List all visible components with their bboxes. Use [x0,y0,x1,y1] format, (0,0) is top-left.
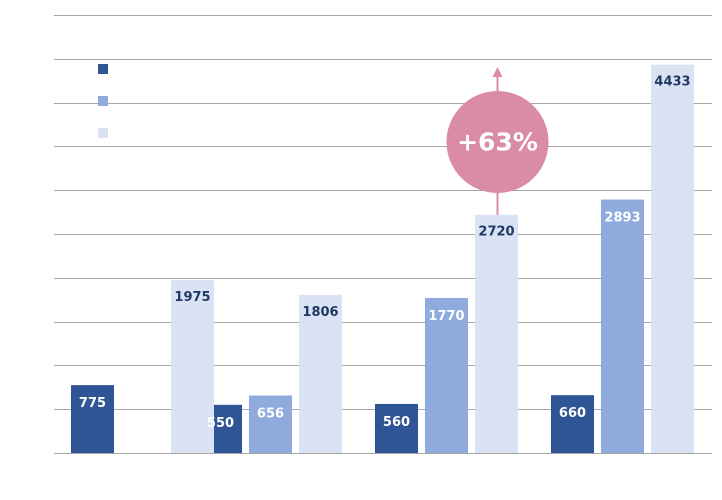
bar-value-label: 656 [257,407,284,422]
bar-series3-group1 [171,279,214,453]
bar-series3-group4 [651,64,694,454]
bar-value-label: 550 [207,416,234,431]
bar-series2-group3 [425,297,468,453]
bar-value-label: 660 [559,406,586,421]
bars [71,64,694,454]
bar-value-label: 1806 [302,305,338,320]
legend-swatch-series2 [98,96,108,106]
bar-series2-group2 [249,395,292,453]
callout-arrow-head [492,67,503,77]
bar-value-label: 4433 [654,75,690,90]
bar-value-label: 560 [383,415,410,430]
bar-series3-group2 [299,294,342,453]
bar-series3-group3 [475,214,518,453]
bar-labels: 775 550 560 660 656 1770 2893 1975 1806 2720 4433 [79,75,691,431]
bar-value-label: 775 [79,396,106,411]
bar-value-label: 1770 [428,309,464,324]
bar-value-label: 2893 [604,211,640,226]
bar-series1-group1 [71,385,114,453]
callout-circle [446,91,549,193]
legend-swatch-series3 [98,128,108,138]
callout-label: +63% [457,128,538,157]
bar-value-label: 2720 [478,225,514,240]
bar-series2-group4 [601,199,644,453]
bar-series1-group3 [375,403,418,453]
legend [98,64,108,138]
growth-callout: +63% [446,67,549,215]
legend-swatch-series1 [98,64,108,74]
bar-series1-group4 [551,395,594,453]
bar-value-label: 1975 [174,290,210,305]
gridlines [54,15,712,454]
